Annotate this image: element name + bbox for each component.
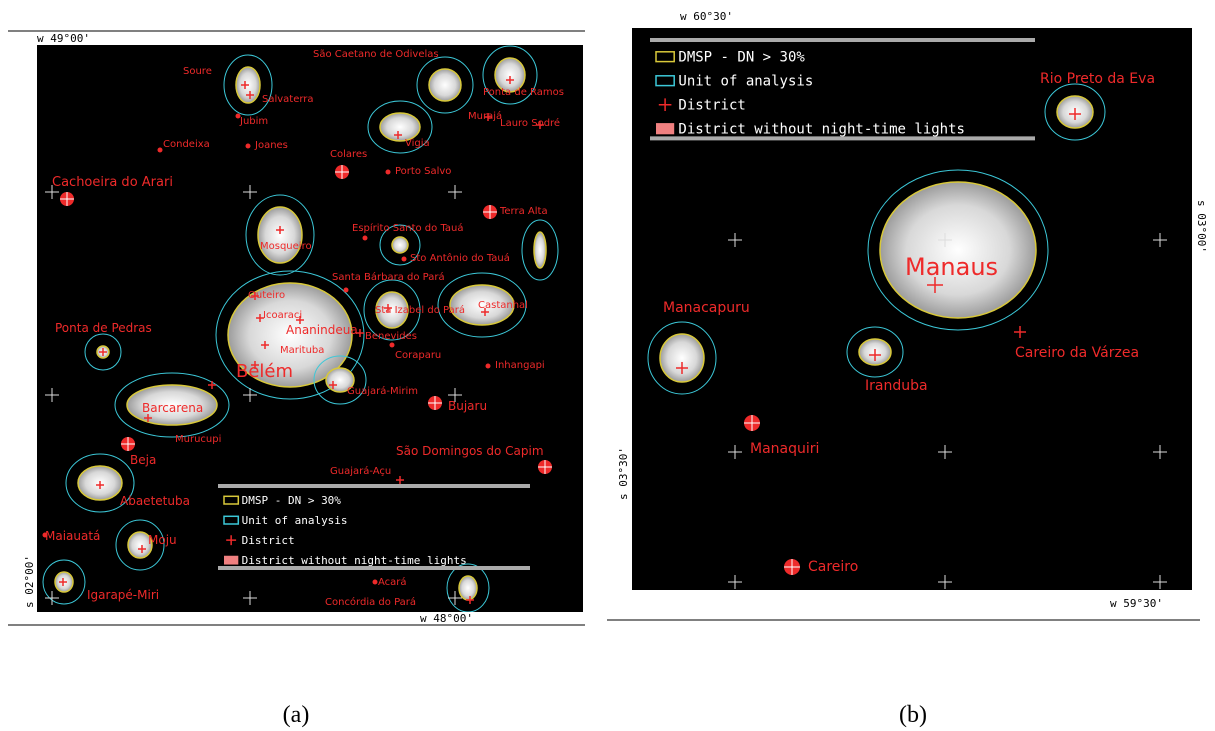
place-label: Espírito Santo do Tauá [352, 222, 463, 234]
place-label: Lauro Sodré [500, 117, 560, 129]
place-label: Sta Izabel do Pará [375, 304, 465, 316]
place-label: Ponta de Pedras [55, 321, 152, 335]
place-label: Coraparu [395, 350, 441, 361]
place-label: Iranduba [865, 378, 928, 394]
place-label: São Caetano de Odivelas [313, 49, 439, 60]
district-marker [344, 288, 349, 293]
legend-label: District without night-time lights [242, 554, 467, 567]
place-label: Soure [183, 66, 212, 77]
place-label: Beja [130, 453, 156, 467]
lit-area [429, 69, 461, 101]
place-label: Ananindeua [286, 323, 358, 337]
legend-label: DMSP - DN > 30% [678, 50, 805, 66]
legend-label: District without night-time lights [678, 122, 965, 138]
district-marker [386, 170, 391, 175]
lit-area [258, 207, 302, 263]
lit-area [534, 232, 546, 268]
legend-swatch [224, 556, 238, 565]
place-label: Belém [236, 361, 293, 382]
coord-label: s 03°00' [1195, 200, 1208, 253]
coord-label: s 03°30' [617, 447, 630, 500]
place-label: Manaus [905, 253, 998, 281]
figure: São Caetano de Odivelas Soure Salvaterra Ju… [0, 0, 1215, 731]
place-label: Jubim [239, 116, 268, 127]
place-label: Outeiro [248, 290, 285, 301]
district-marker [373, 580, 378, 585]
place-label: Maiauatá [45, 529, 100, 543]
district-marker [246, 144, 251, 149]
legend-label: DMSP - DN > 30% [242, 494, 342, 507]
caption: (a) [283, 702, 310, 728]
place-label: Ponta de Ramos [483, 87, 564, 98]
place-label: Careiro [808, 559, 858, 575]
place-label: Terra Alta [499, 206, 548, 217]
district-marker [390, 343, 395, 348]
lit-area [459, 576, 477, 600]
coord-label: s 01°00' [563, 168, 576, 221]
place-label: Vigia [405, 138, 430, 149]
place-label: Rio Preto da Eva [1040, 71, 1155, 87]
lit-area [660, 334, 704, 382]
place-label: Guajará-Mirim [347, 385, 418, 397]
place-label: Joanes [254, 140, 288, 151]
place-label: Inhangapi [495, 360, 545, 371]
place-label: Sto Antônio do Tauá [410, 252, 510, 264]
place-label: Colares [330, 149, 367, 160]
place-label: Barcarena [142, 401, 203, 415]
lit-area [880, 182, 1036, 318]
district-marker [486, 364, 491, 369]
district-marker [363, 236, 368, 241]
place-label: Murajá [468, 110, 502, 122]
coord-label: w 49°00' [37, 32, 90, 45]
place-label: Condeixa [163, 139, 210, 150]
place-label: Cachoeira do Arari [52, 175, 173, 190]
place-label: Careiro da Várzea [1015, 345, 1139, 361]
place-label: Mosqueiro [260, 241, 312, 252]
coord-label: w 59°30' [1110, 597, 1163, 610]
coord-label: w 60°30' [680, 10, 733, 23]
lit-area [392, 237, 408, 253]
place-label: Igarapé-Miri [87, 588, 159, 602]
legend-label: Unit of analysis [242, 514, 348, 527]
coord-label: s 02°00' [23, 555, 36, 608]
place-label: Concórdia do Pará [325, 596, 416, 608]
legend-label: District [242, 534, 295, 547]
legend-label: District [678, 98, 745, 114]
coord-label: w 48°00' [420, 612, 473, 625]
place-label: Guajará-Açu [330, 465, 391, 477]
caption: (b) [899, 702, 927, 728]
place-label: Benevides [365, 331, 417, 342]
district-marker [402, 257, 407, 262]
place-label: Marituba [280, 345, 324, 356]
place-label: Moju [148, 533, 177, 547]
place-label: Abaetetuba [120, 494, 190, 508]
place-label: Manacapuru [663, 300, 750, 316]
place-label: São Domingos do Capim [396, 444, 544, 458]
place-label: Porto Salvo [395, 166, 451, 177]
place-label: Acará [378, 576, 407, 588]
legend-swatch [656, 123, 674, 134]
lit-area [380, 113, 420, 141]
place-label: Bujaru [448, 399, 487, 413]
place-label: Salvaterra [262, 94, 314, 105]
place-label: Santa Bárbara do Pará [332, 271, 445, 283]
legend-label: Unit of analysis [678, 74, 813, 90]
place-label: Murucupi [175, 434, 221, 445]
place-label: Manaquiri [750, 441, 819, 457]
district-marker [158, 148, 163, 153]
place-label: Castanhal [478, 300, 528, 311]
place-label: Icoaraci [263, 310, 302, 321]
